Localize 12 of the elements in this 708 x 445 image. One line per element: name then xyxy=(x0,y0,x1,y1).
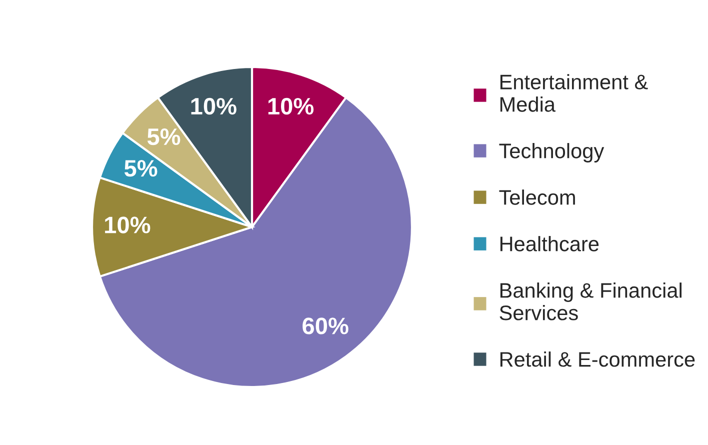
legend-label: Banking & Financial Services xyxy=(500,282,682,320)
legend-label: Retail & E-commerce xyxy=(500,351,695,367)
data-label: 60% xyxy=(302,318,348,334)
legend-label: Technology xyxy=(499,143,604,162)
data-label: 10% xyxy=(268,98,314,115)
data-label: 10% xyxy=(191,98,236,115)
legend-label: Entertainment & Media xyxy=(500,74,648,112)
data-label: 10% xyxy=(105,216,150,234)
legend-label: Telecom xyxy=(499,190,575,205)
data-label: 5% xyxy=(147,128,180,146)
legend-label: Healthcare xyxy=(500,236,599,252)
data-label: 5% xyxy=(124,160,158,177)
